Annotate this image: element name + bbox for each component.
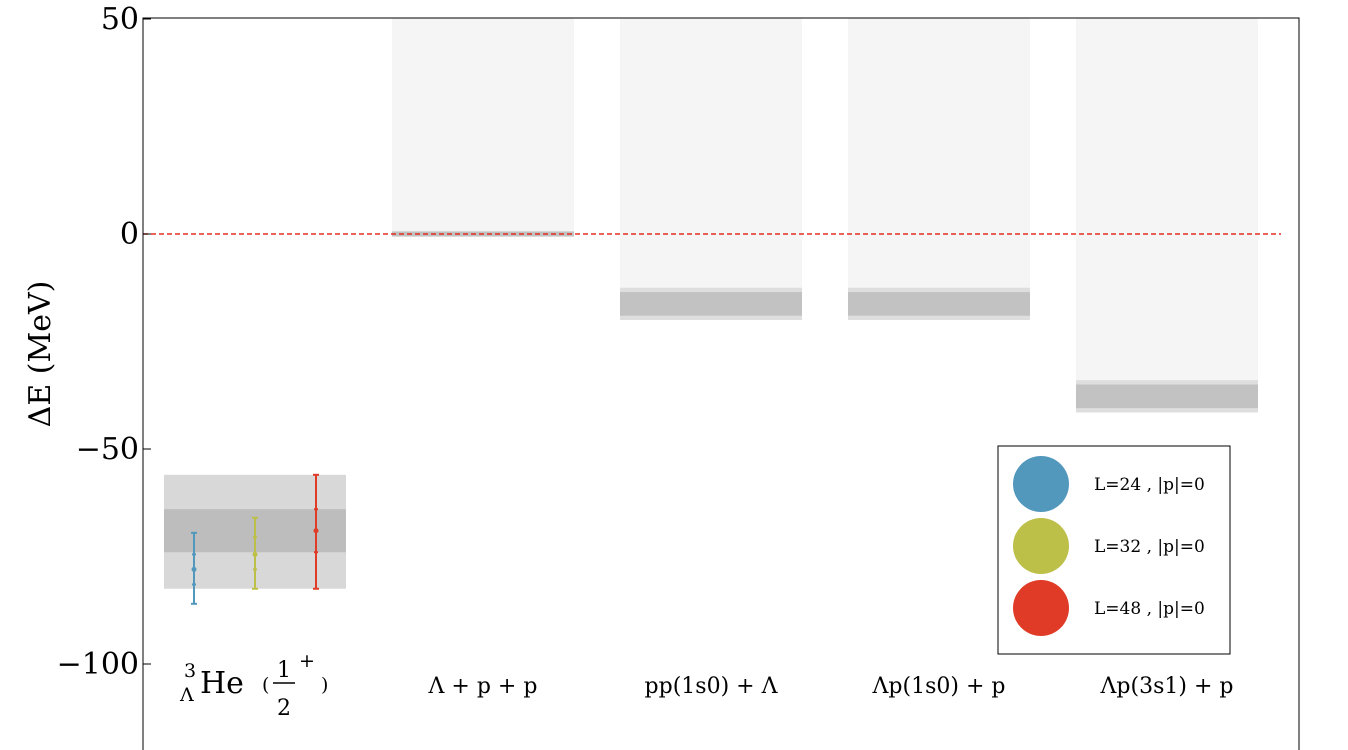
category-label-1: Λ + p + p (428, 674, 538, 699)
category-label-0: 3Λ He (1 2 +) (179, 650, 328, 721)
threshold-backgrounds (392, 18, 1258, 413)
threshold-region-2 (848, 18, 1030, 320)
error-bars (191, 473, 319, 605)
label-frac-num: 1 (277, 658, 291, 683)
y-tick-label-3: −100 (57, 647, 139, 682)
data-point-3 (313, 528, 319, 534)
category-label-4: Λp(3s1) + p (1100, 674, 1234, 699)
legend-item-1: L=24 , |p|=0 (1013, 456, 1205, 512)
category-labels: 3Λ He (1 2 +) Λ + p + p pp(1s0) + Λ Λp(1s0) + p… (179, 650, 1233, 721)
y-axis: 50 0 −50 −100 (57, 2, 151, 682)
threshold-band-inner-3 (1076, 384, 1258, 409)
y-tick-label-1: 0 (120, 217, 139, 252)
legend-swatch-2 (1013, 518, 1069, 574)
category-label-2: pp(1s0) + Λ (645, 674, 779, 699)
threshold-region-0 (392, 18, 574, 237)
threshold-region-1 (620, 18, 802, 320)
error-bar-1 (191, 531, 197, 605)
legend-item-3: L=48 , |p|=0 (1013, 580, 1205, 636)
label-hyperon: Λ (179, 684, 194, 706)
legend: L=24 , |p|=0 L=32 , |p|=0 L=48 , |p|=0 (997, 445, 1231, 655)
label-mass-number: 3 (184, 660, 196, 682)
legend-label-3: L=48 , |p|=0 (1094, 599, 1205, 619)
error-bar-3 (313, 473, 319, 590)
label-element: He (200, 666, 244, 701)
legend-label-1: L=24 , |p|=0 (1094, 475, 1205, 495)
error-bar-2 (252, 516, 258, 590)
data-point-2 (252, 551, 258, 557)
legend-item-2: L=32 , |p|=0 (1013, 518, 1205, 574)
legend-swatch-1 (1013, 456, 1069, 512)
label-paren-open: ( (262, 674, 269, 696)
legend-swatch-3 (1013, 580, 1069, 636)
y-axis-title: ΔE (MeV) (23, 281, 58, 428)
legend-label-2: L=32 , |p|=0 (1094, 537, 1205, 557)
y-tick-label-0: 50 (101, 2, 139, 37)
plot-frame (142, 17, 1300, 750)
data-point-1 (191, 566, 197, 572)
threshold-band-inner-1 (620, 292, 802, 316)
y-tick-label-2: −50 (76, 432, 139, 467)
category-label-3: Λp(1s0) + p (872, 674, 1006, 699)
label-paren-close: ) (321, 674, 328, 696)
threshold-region-3 (1076, 18, 1258, 413)
threshold-band-inner-2 (848, 292, 1030, 316)
label-parity: + (299, 650, 315, 672)
label-frac-den: 2 (277, 696, 291, 721)
